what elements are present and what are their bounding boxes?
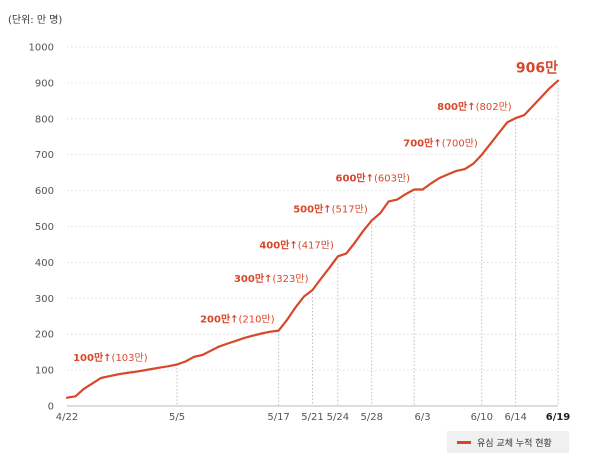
x-tick-label: 4/22 <box>56 412 78 423</box>
x-tick-label: 5/28 <box>361 412 383 423</box>
y-tick-label: 1000 <box>29 43 54 54</box>
milestone-value: 400만↑ <box>259 238 297 251</box>
x-tick-label: 6/3 <box>415 412 431 423</box>
y-tick-label: 500 <box>35 222 54 233</box>
milestone-label: 500만↑(517만) <box>293 202 368 215</box>
y-tick-label: 100 <box>35 366 54 377</box>
y-tick-label: 400 <box>35 258 54 269</box>
milestone-label: 400만↑(417만) <box>259 238 334 251</box>
milestone-value: 800만↑ <box>437 100 475 113</box>
milestone-exact: (700만) <box>442 138 478 150</box>
x-tick-label: 6/10 <box>471 412 493 423</box>
milestone-value: 500만↑ <box>293 202 331 215</box>
y-tick-label: 300 <box>35 294 54 305</box>
milestone-value: 300만↑ <box>234 272 272 285</box>
legend-swatch <box>457 440 471 444</box>
milestone-exact: (417만) <box>298 239 334 251</box>
x-tick-label: 5/17 <box>267 412 289 423</box>
series-line <box>65 79 560 399</box>
y-tick-label: 700 <box>35 150 54 161</box>
unit-label: (단위: 만 명) <box>8 15 63 26</box>
x-tick-label: 6/14 <box>504 412 526 423</box>
y-tick-label: 200 <box>35 330 54 341</box>
y-tick-label: 900 <box>35 78 54 89</box>
x-tick-label: 6/19 <box>546 412 571 423</box>
x-tick-label: 5/21 <box>301 412 323 423</box>
milestone-value: 600만↑ <box>336 172 374 185</box>
milestone-label: 100만↑(103만) <box>73 351 148 364</box>
y-tick-label: 600 <box>35 186 54 197</box>
legend: 유심 교체 누적 현황 <box>447 431 569 453</box>
milestone-value: 100만↑ <box>73 351 111 364</box>
y-tick-label: 800 <box>35 114 54 125</box>
y-tick-label: 0 <box>48 402 54 413</box>
milestone-exact: (603만) <box>374 173 410 185</box>
milestone-exact: (103만) <box>112 352 148 364</box>
x-tick-label: 5/24 <box>327 412 349 423</box>
x-tick-label: 5/5 <box>169 412 185 423</box>
milestone-exact: (802만) <box>476 101 512 113</box>
milestone-label: 800만↑(802만) <box>437 100 512 113</box>
milestone-exact: (323만) <box>272 273 308 285</box>
milestone-value: 200만↑ <box>200 313 238 326</box>
milestone-label: 600만↑(603만) <box>336 172 411 185</box>
milestone-exact: (210만) <box>239 314 275 326</box>
milestone-exact: (517만) <box>332 203 368 215</box>
legend-label: 유심 교체 누적 현황 <box>477 438 552 449</box>
milestone-label: 200만↑(210만) <box>200 313 275 326</box>
milestone-value: 700만↑ <box>403 137 441 150</box>
milestone-label: 300만↑(323만) <box>234 272 309 285</box>
milestone-label: 700만↑(700만) <box>403 137 478 150</box>
final-value-label: 906만 <box>516 61 558 77</box>
